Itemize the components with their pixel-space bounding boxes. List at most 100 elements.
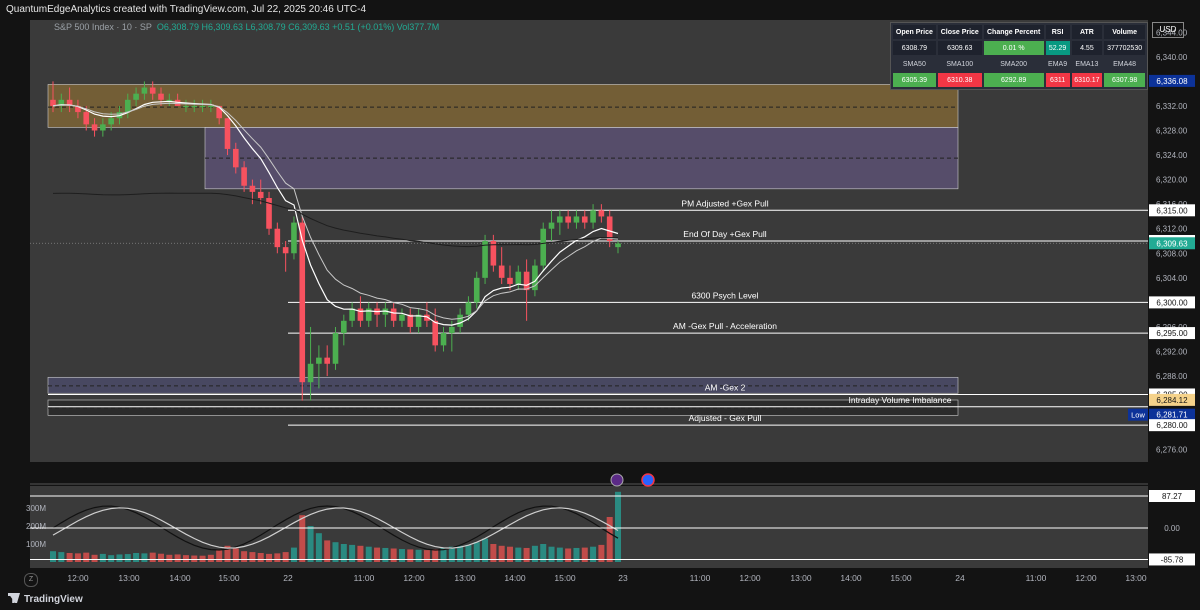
atr-cell: 4.55	[1071, 41, 1103, 55]
volume-bar	[199, 555, 206, 562]
price-tag-value: 6,280.00	[1156, 421, 1188, 430]
level-label: Intraday Volume Imbalance	[848, 395, 951, 405]
candle-body	[324, 357, 330, 364]
price-tag-bg	[1149, 327, 1195, 340]
x-tick-label: 12:00	[739, 573, 761, 583]
volume-bar	[407, 549, 414, 562]
volume-bar	[556, 547, 563, 562]
volume-bar	[182, 555, 189, 562]
candle-body	[257, 191, 264, 199]
zone-box	[47, 376, 959, 394]
open-value: O6,308.79	[156, 22, 199, 32]
currency-button[interactable]: USD	[1152, 22, 1184, 38]
level-label: Adjusted - Gex Pull	[689, 413, 762, 423]
price-tag-bg	[1149, 419, 1195, 432]
candle-body	[615, 243, 621, 248]
volume-bar	[191, 555, 198, 562]
volume-bar	[581, 547, 588, 562]
oscillator-tag-value: 0.00	[1164, 524, 1180, 533]
stats-header-cell: EMA13	[1071, 57, 1103, 71]
price-tag-value: 6,281.71	[1156, 411, 1188, 420]
volume-bar	[290, 547, 297, 562]
ohlc-legend: S&P 500 Index · 10 · SP O6,308.79 H6,309…	[54, 22, 439, 32]
stats-header-cell: SMA50	[893, 57, 936, 71]
candle-body	[465, 302, 472, 315]
candle-body	[199, 105, 206, 108]
oscillator-tag-bg	[1149, 553, 1195, 566]
price-tag-label: Low	[1131, 411, 1145, 420]
sma200-cell: 6292.89	[983, 73, 1044, 87]
volume-bar	[133, 553, 140, 562]
candle-body	[598, 210, 605, 217]
level-label: PM Adjusted +Gex Pull	[681, 198, 768, 208]
candle-body	[133, 93, 139, 100]
price-tag-bg	[1149, 296, 1195, 309]
x-tick-label: 14:00	[840, 573, 862, 583]
candle-body	[590, 210, 596, 223]
x-tick-label: 11:00	[354, 573, 375, 583]
oscillator-tag-value: -85.78	[1161, 555, 1184, 564]
volume-bar	[565, 548, 572, 562]
candle-body	[548, 222, 555, 229]
x-tick-label: 15:00	[554, 573, 576, 583]
volume-bar	[349, 544, 356, 562]
volume-cell: 377702530	[1104, 41, 1145, 55]
candle-body	[108, 118, 114, 125]
volume-bar	[540, 544, 547, 562]
volume-bar	[598, 544, 605, 562]
candle-body	[349, 308, 355, 321]
symbol-name[interactable]: S&P 500 Index · 10 · SP	[54, 22, 152, 32]
x-tick-label: 13:00	[1125, 573, 1147, 583]
y-tick-label: 6,276.00	[1156, 446, 1188, 455]
x-tick-label: 13:00	[454, 573, 476, 583]
candle-body	[191, 105, 198, 108]
tradingview-icon	[8, 593, 20, 603]
x-tick-label: 22	[283, 573, 293, 583]
candle-body	[249, 185, 256, 192]
stats-header-cell: RSI	[1045, 25, 1070, 39]
x-tick-label: 13:00	[118, 573, 140, 583]
candle-body	[473, 277, 480, 303]
volume-bar	[374, 547, 381, 562]
stats-header-cell: Volume	[1104, 25, 1145, 39]
volume-bar	[432, 549, 439, 562]
volume-bar	[382, 547, 389, 562]
candle-body	[183, 105, 189, 108]
ema9-line	[52, 100, 619, 326]
volume-bar	[299, 515, 306, 562]
y-tick-label: 6,312.00	[1156, 225, 1188, 234]
oscillator-signal-line	[52, 507, 619, 549]
candle-body	[432, 320, 439, 346]
candle-body	[573, 216, 580, 223]
event-icon	[610, 473, 624, 487]
candle-body	[449, 326, 455, 334]
candle-body	[166, 99, 173, 102]
volume-tick-label: 100M	[26, 540, 46, 549]
chart-caption: QuantumEdgeAnalytics created with Tradin…	[6, 4, 367, 15]
volume-bar	[365, 546, 372, 562]
stats-header-cell: Close Price	[937, 25, 982, 39]
candle-body	[332, 333, 339, 364]
volume-bar	[590, 546, 597, 562]
candle-body	[581, 216, 588, 223]
zoom-button[interactable]: Z	[24, 573, 38, 587]
candle-body	[66, 99, 73, 106]
top-bar: QuantumEdgeAnalytics created with Tradin…	[0, 0, 1200, 20]
volume-bar	[249, 552, 256, 562]
x-tick-label: 15:00	[890, 573, 912, 583]
tradingview-logo[interactable]: TradingView	[8, 593, 83, 605]
open-price-cell: 6308.79	[893, 41, 936, 55]
candle-body	[507, 277, 513, 284]
stats-header-cell: Open Price	[893, 25, 936, 39]
volume-bar	[465, 544, 472, 562]
volume-bar	[548, 546, 555, 562]
stats-header-cell: SMA100	[937, 57, 982, 71]
candle-body	[357, 308, 364, 321]
volume-bar	[149, 552, 156, 562]
level-label: 6300 Psych Level	[691, 290, 758, 300]
candle-body	[224, 118, 231, 149]
sma50-cell: 6305.39	[893, 73, 936, 87]
stats-header-cell: SMA200	[983, 57, 1044, 71]
candle-body	[83, 112, 90, 125]
